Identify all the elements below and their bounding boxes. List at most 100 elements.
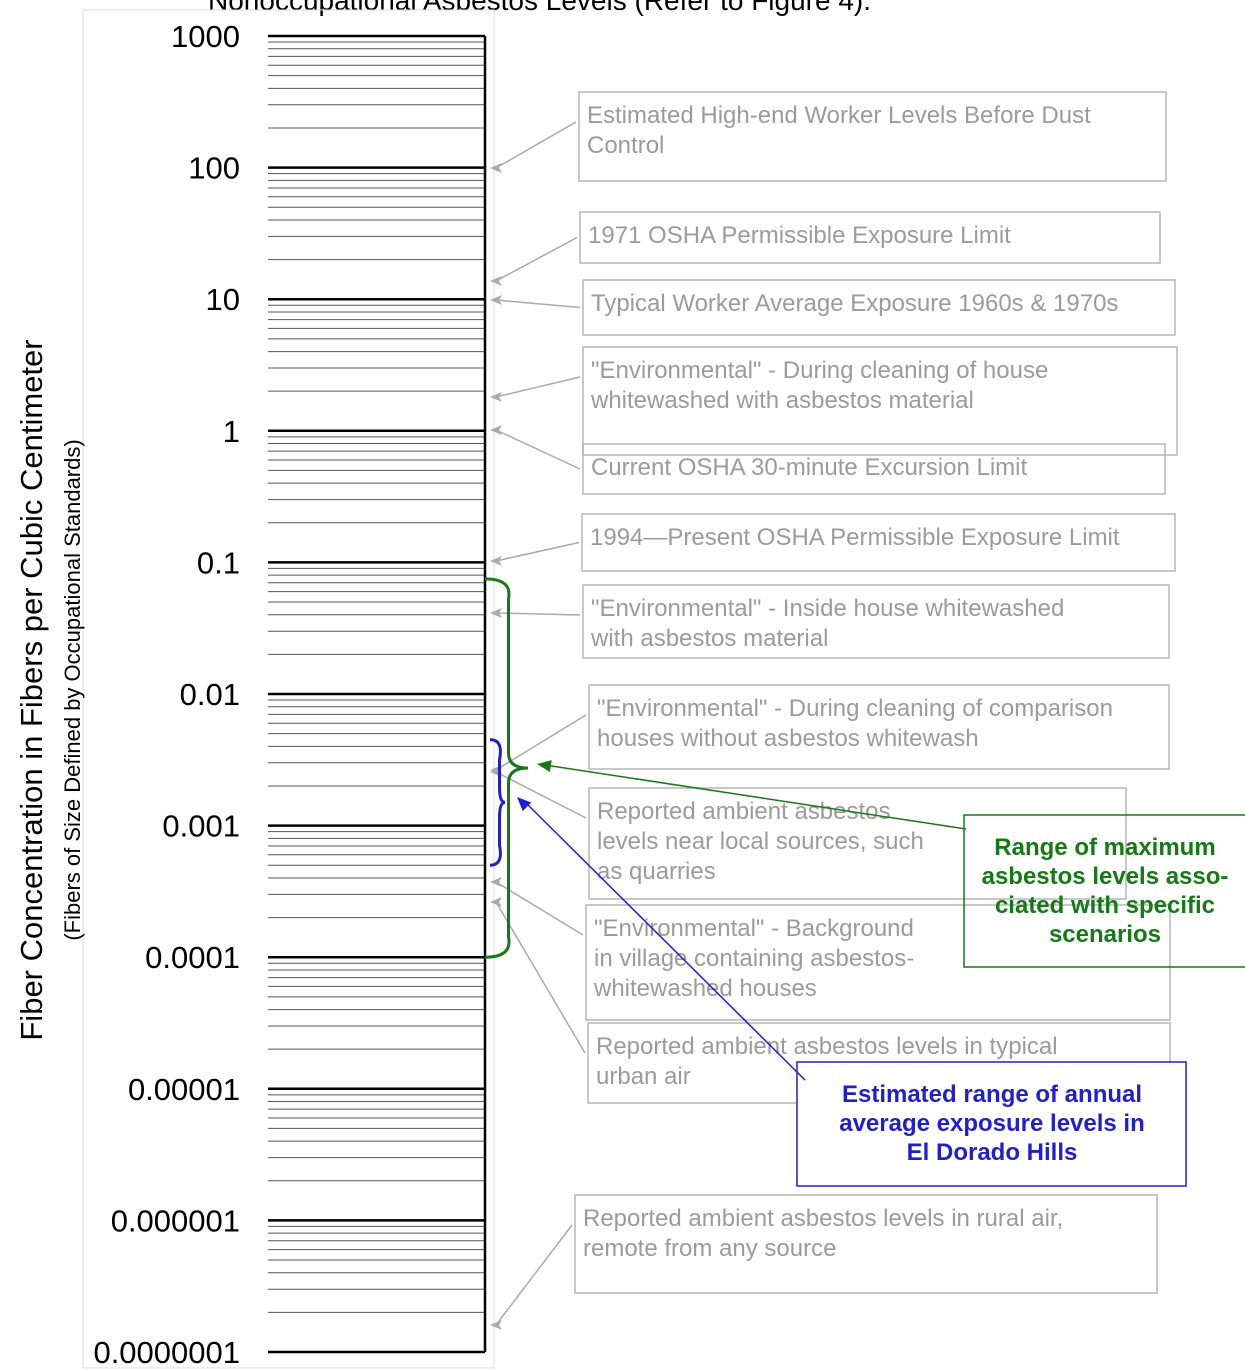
range-label-text: scenarios xyxy=(1049,921,1161,948)
range-label-box xyxy=(963,814,1245,968)
arrowhead-icon xyxy=(490,877,502,887)
arrowhead-icon xyxy=(517,797,532,812)
arrowhead-icon xyxy=(490,1320,502,1330)
annotation-text: Reported ambient asbestos levels in typi… xyxy=(596,1033,1058,1060)
range-arrow xyxy=(544,764,967,830)
range-label-text: ciated with specific xyxy=(995,892,1215,919)
tick-label: 1000 xyxy=(171,19,240,54)
arrowhead-icon xyxy=(490,295,502,305)
log-gridlines xyxy=(268,34,485,1354)
annotation: 1994—Present OSHA Permissible Exposure L… xyxy=(490,513,1176,572)
annotation-box xyxy=(588,787,1127,900)
annotation: Reported ambient asbestos levels near loc… xyxy=(490,767,1127,900)
annotation: "Environmental" - During cleaning of hou… xyxy=(490,346,1178,456)
arrowhead-icon xyxy=(490,556,502,566)
annotation-text: with asbestos material xyxy=(590,625,828,652)
range-label-text: Estimated range of annual xyxy=(842,1081,1142,1108)
arrowhead-icon xyxy=(490,608,502,618)
range-label-text: average exposure levels in xyxy=(839,1110,1145,1137)
bracket-curly xyxy=(484,577,529,959)
arrowhead-icon xyxy=(490,276,502,286)
range-label-text: Range of maximum xyxy=(994,834,1215,861)
annotation-text: whitewashed houses xyxy=(593,975,817,1002)
arrowhead-icon xyxy=(537,760,552,773)
tick-label: 0.0000001 xyxy=(93,1335,240,1370)
annotation-text: Current OSHA 30-minute Excursion Limit xyxy=(591,454,1027,481)
annotation-text: "Environmental" - During cleaning of hou… xyxy=(591,357,1048,384)
annotation: Estimated High-end Worker Levels Before … xyxy=(490,91,1167,182)
annotation-arrow xyxy=(495,771,587,819)
tick-label: 0.01 xyxy=(180,677,240,712)
annotation-text: "Environmental" - Background xyxy=(594,915,914,942)
y-axis-label: Fiber Concentration in Fibers per Cubic … xyxy=(14,339,49,1040)
annotation-box xyxy=(582,584,1170,659)
annotations: Estimated High-end Worker Levels Before … xyxy=(490,91,1178,1330)
annotation-text: houses without asbestos whitewash xyxy=(597,725,979,752)
annotation-arrow xyxy=(495,299,581,309)
tick-label: 10 xyxy=(206,282,240,317)
annotation-box xyxy=(582,346,1178,456)
annotation-box xyxy=(578,91,1167,182)
arrowhead-icon xyxy=(490,425,502,435)
range-label-text: El Dorado Hills xyxy=(907,1139,1078,1166)
range-arrow xyxy=(524,801,806,1081)
arrowhead-icon xyxy=(490,163,502,173)
annotation-box xyxy=(574,1194,1158,1294)
annotation-text: urban air xyxy=(596,1063,691,1090)
annotation: "Environmental" - Background in village c… xyxy=(490,877,1171,1021)
annotation-text: Reported ambient asbestos levels in rura… xyxy=(583,1205,1063,1232)
axis-frame xyxy=(82,9,495,1369)
annotation-arrow xyxy=(495,429,581,470)
annotation-arrow xyxy=(495,121,577,169)
annotation-arrow xyxy=(495,236,578,282)
annotation-text: "Environmental" - During cleaning of com… xyxy=(597,695,1113,722)
annotation: "Environmental" - Inside house whitewash… xyxy=(490,584,1170,659)
annotation-arrow xyxy=(495,541,580,562)
arrowhead-icon xyxy=(490,897,502,907)
annotation-text: remote from any source xyxy=(583,1235,836,1262)
annotation: Reported ambient asbestos levels in typi… xyxy=(490,897,1171,1104)
annotation-text: "Environmental" - Inside house whitewash… xyxy=(591,595,1064,622)
tick-labels: 1000 100 10 1 0.1 0.01 0.001 0.0001 0.00001 0.000… xyxy=(93,19,240,1370)
annotation-box xyxy=(588,684,1170,770)
annotation-text: levels near local sources, such xyxy=(597,828,924,855)
annotation-box xyxy=(579,211,1161,264)
tick-label: 0.000001 xyxy=(111,1203,240,1238)
annotation-box xyxy=(581,513,1176,572)
tick-label: 0.00001 xyxy=(128,1072,240,1107)
y-axis-sublabel: (Fibers of Size Defined by Occupational … xyxy=(60,439,85,940)
annotation: 1971 OSHA Permissible Exposure Limit xyxy=(490,211,1161,286)
annotation-text: as quarries xyxy=(597,858,716,885)
arrowhead-icon xyxy=(490,392,502,402)
bracket-curly xyxy=(489,738,506,867)
annotation-arrow xyxy=(495,881,584,936)
annotation: Typical Worker Average Exposure 1960s & … xyxy=(490,279,1176,336)
annotation-text: 1994—Present OSHA Permissible Exposure L… xyxy=(590,524,1120,551)
chart-title: Nonoccupational Asbestos Levels (Refer t… xyxy=(208,0,871,16)
tick-label: 100 xyxy=(188,151,240,186)
range-label-box xyxy=(796,1061,1187,1187)
annotation-text: Typical Worker Average Exposure 1960s & … xyxy=(591,290,1118,317)
annotation: "Environmental" - During cleaning of com… xyxy=(490,684,1170,775)
tick-label: 0.0001 xyxy=(145,940,240,975)
annotation: Current OSHA 30-minute Excursion Limit xyxy=(490,425,1166,495)
annotation-box xyxy=(585,904,1171,1021)
annotation: Reported ambient asbestos levels in rura… xyxy=(490,1194,1158,1330)
annotation-text: Estimated High-end Worker Levels Before … xyxy=(587,102,1091,129)
tick-label: 0.001 xyxy=(162,809,240,844)
annotation-text: in village containing asbestos- xyxy=(594,945,914,972)
annotation-text: whitewashed with asbestos material xyxy=(590,387,974,414)
annotation-text: 1971 OSHA Permissible Exposure Limit xyxy=(588,222,1011,249)
annotation-arrow xyxy=(495,1224,573,1326)
tick-label: 1 xyxy=(223,414,240,449)
annotation-box xyxy=(582,279,1176,336)
annotation-arrow xyxy=(495,901,586,1054)
range-label-text: asbestos levels asso- xyxy=(982,863,1229,890)
tick-label: 0.1 xyxy=(197,545,240,580)
annotation-text: Control xyxy=(587,132,664,159)
annotation-text: Reported ambient asbestos xyxy=(597,798,891,825)
